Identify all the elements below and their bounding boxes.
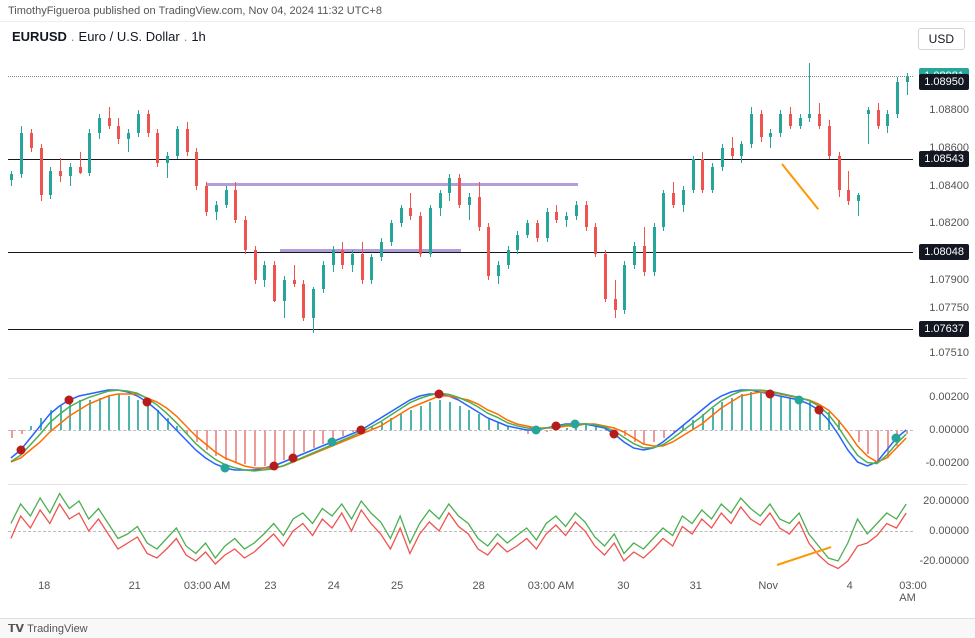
pane-separator[interactable] (8, 484, 967, 485)
chart-header: EURUSD . Euro / U.S. Dollar . 1h (0, 22, 975, 50)
price-axis[interactable]: 1.088001.086001.084001.082001.079001.077… (913, 54, 975, 374)
author: TimothyFigueroa (8, 5, 90, 17)
symbol-desc: Euro / U.S. Dollar (79, 29, 180, 44)
macd-pane[interactable] (8, 380, 913, 480)
currency-button[interactable]: USD (918, 28, 965, 50)
pane-separator[interactable] (8, 378, 967, 379)
macd-axis[interactable]: 0.002000.00000-0.00200 (913, 380, 975, 480)
tv-logo-icon: 𝗧𝗩 (8, 622, 24, 635)
oscillator-pane[interactable] (8, 486, 913, 576)
footer: 𝗧𝗩 TradingView (0, 618, 975, 638)
publish-bar: TimothyFigueroa published on TradingView… (0, 0, 975, 22)
osc-axis[interactable]: 20.000000.00000-20.00000 (913, 486, 975, 576)
symbol[interactable]: EURUSD (12, 29, 67, 44)
time-axis[interactable]: 182103:00 AM2324252803:00 AM3031Nov403:0… (8, 580, 913, 600)
interval[interactable]: 1h (191, 29, 205, 44)
price-chart[interactable] (8, 54, 913, 374)
